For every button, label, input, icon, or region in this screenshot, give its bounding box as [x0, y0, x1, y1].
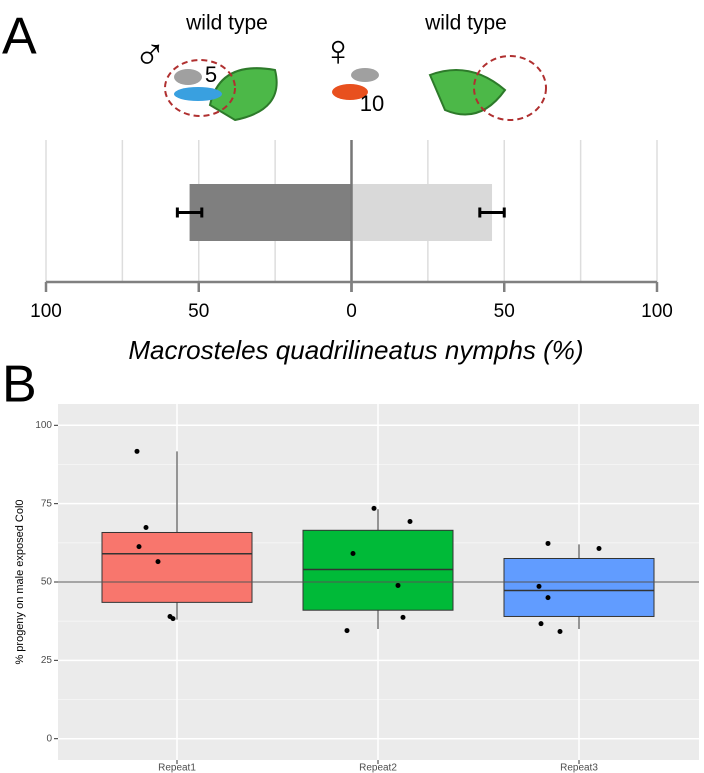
y-axis-label: % progeny on male exposed Col0 — [14, 499, 26, 664]
panel-label: A — [2, 8, 37, 66]
box — [302, 529, 454, 611]
data-point — [134, 448, 140, 454]
x-tick-label: 100 — [30, 301, 62, 322]
x-tick-label: 100 — [641, 301, 673, 322]
y-tick-label: 50 — [41, 577, 53, 588]
data-point — [136, 544, 142, 550]
y-tick-label: 100 — [35, 420, 52, 431]
data-point — [143, 524, 149, 530]
x-tick-label: 50 — [188, 301, 209, 322]
female-symbol: ♀ — [322, 27, 355, 76]
box — [503, 557, 655, 617]
data-point — [557, 629, 563, 635]
data-point — [155, 559, 161, 565]
male-insect-leaf-icon — [164, 59, 278, 122]
data-point — [545, 595, 551, 601]
x-tick-label: Repeat3 — [560, 763, 598, 773]
data-point — [350, 550, 356, 556]
bar — [351, 184, 493, 241]
male-count: 5 — [205, 62, 217, 87]
panel-label: B — [2, 356, 37, 414]
panel-a-header: A wild type wild type ♂ ♀ 5 10 — [2, 8, 547, 122]
panel-a-chart: 100 50 0 50 100 Macrosteles quadrilineatus ny… — [30, 140, 673, 365]
male-symbol: ♂ — [134, 29, 167, 78]
x-tick-label: 0 — [346, 301, 357, 322]
y-tick-label: 25 — [41, 655, 53, 666]
x-axis-label: Macrosteles quadrilineatus nymphs (%) — [128, 335, 583, 365]
panel-b-chart: 0 25 50 75 100 Repeat1 Repeat2 Repeat3 % progeny… — [14, 404, 699, 773]
male-exposure-label: wild type — [185, 12, 268, 35]
y-tick-label: 75 — [41, 498, 53, 509]
y-tick-label: 0 — [46, 733, 52, 744]
bar — [189, 184, 352, 241]
data-point — [538, 621, 544, 627]
x-tick-label: Repeat2 — [359, 763, 397, 773]
error-bar — [175, 207, 204, 218]
error-bar — [478, 207, 506, 218]
data-point — [545, 540, 551, 546]
female-insect-icon — [332, 68, 379, 100]
data-point — [344, 628, 350, 634]
x-tick-label: 50 — [494, 301, 515, 322]
data-point — [407, 519, 413, 525]
data-point — [400, 614, 406, 620]
leaf-icon — [428, 55, 547, 121]
female-count: 10 — [360, 91, 384, 116]
x-tick-label: Repeat1 — [158, 763, 196, 773]
box — [101, 531, 253, 603]
female-exposure-label: wild type — [424, 12, 507, 35]
data-point — [536, 583, 542, 589]
data-point — [395, 582, 401, 588]
data-point — [170, 616, 176, 622]
data-point — [596, 545, 602, 551]
data-point — [371, 505, 377, 511]
